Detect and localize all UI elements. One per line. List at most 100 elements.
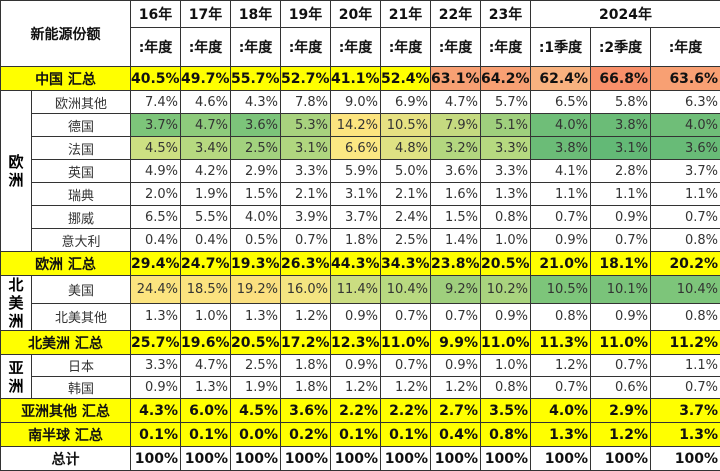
value-cell: 11.2% <box>651 331 720 355</box>
value-cell: 11.4% <box>331 276 381 304</box>
total-label: 北美洲 汇总 <box>1 331 131 355</box>
value-cell: 40.5% <box>131 67 181 91</box>
value-cell: 0.9% <box>481 303 531 331</box>
value-cell: 3.3% <box>281 160 331 183</box>
value-cell: 4.0% <box>531 399 591 423</box>
value-cell: 0.4% <box>131 229 181 252</box>
period-header: :年度 <box>281 28 331 67</box>
value-cell: 3.7% <box>331 206 381 229</box>
total-label: 南半球 汇总 <box>1 423 131 447</box>
value-cell: 29.4% <box>131 252 181 276</box>
value-cell: 0.8% <box>531 303 591 331</box>
value-cell: 0.1% <box>381 423 431 447</box>
value-cell: 2.1% <box>281 183 331 206</box>
value-cell: 3.7% <box>651 399 720 423</box>
country-label: 瑞典 <box>32 183 131 206</box>
value-cell: 5.0% <box>381 160 431 183</box>
value-cell: 0.9% <box>591 206 651 229</box>
value-cell: 6.6% <box>331 137 381 160</box>
value-cell: 1.2% <box>531 355 591 377</box>
country-label: 英国 <box>32 160 131 183</box>
value-cell: 19.2% <box>231 276 281 304</box>
value-cell: 4.5% <box>131 137 181 160</box>
value-cell: 1.2% <box>281 303 331 331</box>
period-header: :1季度 <box>531 28 591 67</box>
value-cell: 1.8% <box>331 229 381 252</box>
value-cell: 0.7% <box>591 229 651 252</box>
value-cell: 5.5% <box>181 206 231 229</box>
value-cell: 4.0% <box>531 114 591 137</box>
value-cell: 5.9% <box>331 160 381 183</box>
year-header: 22年 <box>431 1 481 28</box>
value-cell: 5.1% <box>481 114 531 137</box>
country-label: 德国 <box>32 114 131 137</box>
value-cell: 3.5% <box>481 399 531 423</box>
value-cell: 1.3% <box>651 423 720 447</box>
value-cell: 2.1% <box>381 183 431 206</box>
value-cell: 1.9% <box>231 377 281 399</box>
value-cell: 0.9% <box>331 303 381 331</box>
value-cell: 1.2% <box>591 423 651 447</box>
value-cell: 10.1% <box>591 276 651 304</box>
value-cell: 2.5% <box>381 229 431 252</box>
value-cell: 0.8% <box>651 229 720 252</box>
value-cell: 1.3% <box>131 303 181 331</box>
period-header: :年度 <box>131 28 181 67</box>
value-cell: 2.2% <box>331 399 381 423</box>
value-cell: 16.0% <box>281 276 331 304</box>
value-cell: 1.3% <box>481 183 531 206</box>
value-cell: 0.7% <box>651 377 720 399</box>
value-cell: 0.9% <box>131 377 181 399</box>
value-cell: 19.3% <box>231 252 281 276</box>
total-label: 欧洲 汇总 <box>1 252 131 276</box>
value-cell: 11.0% <box>481 331 531 355</box>
value-cell: 3.4% <box>181 137 231 160</box>
value-cell: 0.1% <box>181 423 231 447</box>
value-cell: 0.8% <box>651 303 720 331</box>
value-cell: 10.5% <box>381 114 431 137</box>
value-cell: 3.7% <box>651 160 720 183</box>
total-label: 亚洲其他 汇总 <box>1 399 131 423</box>
value-cell: 6.3% <box>651 91 720 114</box>
country-label: 北美其他 <box>32 303 131 331</box>
value-cell: 1.2% <box>381 377 431 399</box>
year-header: 21年 <box>381 1 431 28</box>
value-cell: 2.5% <box>231 137 281 160</box>
value-cell: 1.1% <box>591 183 651 206</box>
value-cell: 0.2% <box>281 423 331 447</box>
value-cell: 52.7% <box>281 67 331 91</box>
value-cell: 4.6% <box>181 91 231 114</box>
value-cell: 1.3% <box>181 377 231 399</box>
value-cell: 11.3% <box>531 331 591 355</box>
period-header: :年度 <box>651 28 720 67</box>
country-label: 日本 <box>32 355 131 377</box>
value-cell: 9.9% <box>431 331 481 355</box>
country-label: 法国 <box>32 137 131 160</box>
value-cell: 1.5% <box>231 183 281 206</box>
value-cell: 6.0% <box>181 399 231 423</box>
value-cell: 20.5% <box>231 331 281 355</box>
value-cell: 3.6% <box>431 160 481 183</box>
value-cell: 20.5% <box>481 252 531 276</box>
period-header: :年度 <box>331 28 381 67</box>
region-label: 北美洲 <box>1 276 32 331</box>
value-cell: 66.8% <box>591 67 651 91</box>
value-cell: 0.9% <box>591 303 651 331</box>
value-cell: 4.7% <box>181 355 231 377</box>
value-cell: 0.7% <box>651 206 720 229</box>
value-cell: 4.5% <box>231 399 281 423</box>
value-cell: 2.2% <box>381 399 431 423</box>
value-cell: 41.1% <box>331 67 381 91</box>
value-cell: 4.7% <box>181 114 231 137</box>
country-label: 挪威 <box>32 206 131 229</box>
year-header: 19年 <box>281 1 331 28</box>
period-header: :2季度 <box>591 28 651 67</box>
value-cell: 0.7% <box>381 355 431 377</box>
value-cell: 2.4% <box>381 206 431 229</box>
